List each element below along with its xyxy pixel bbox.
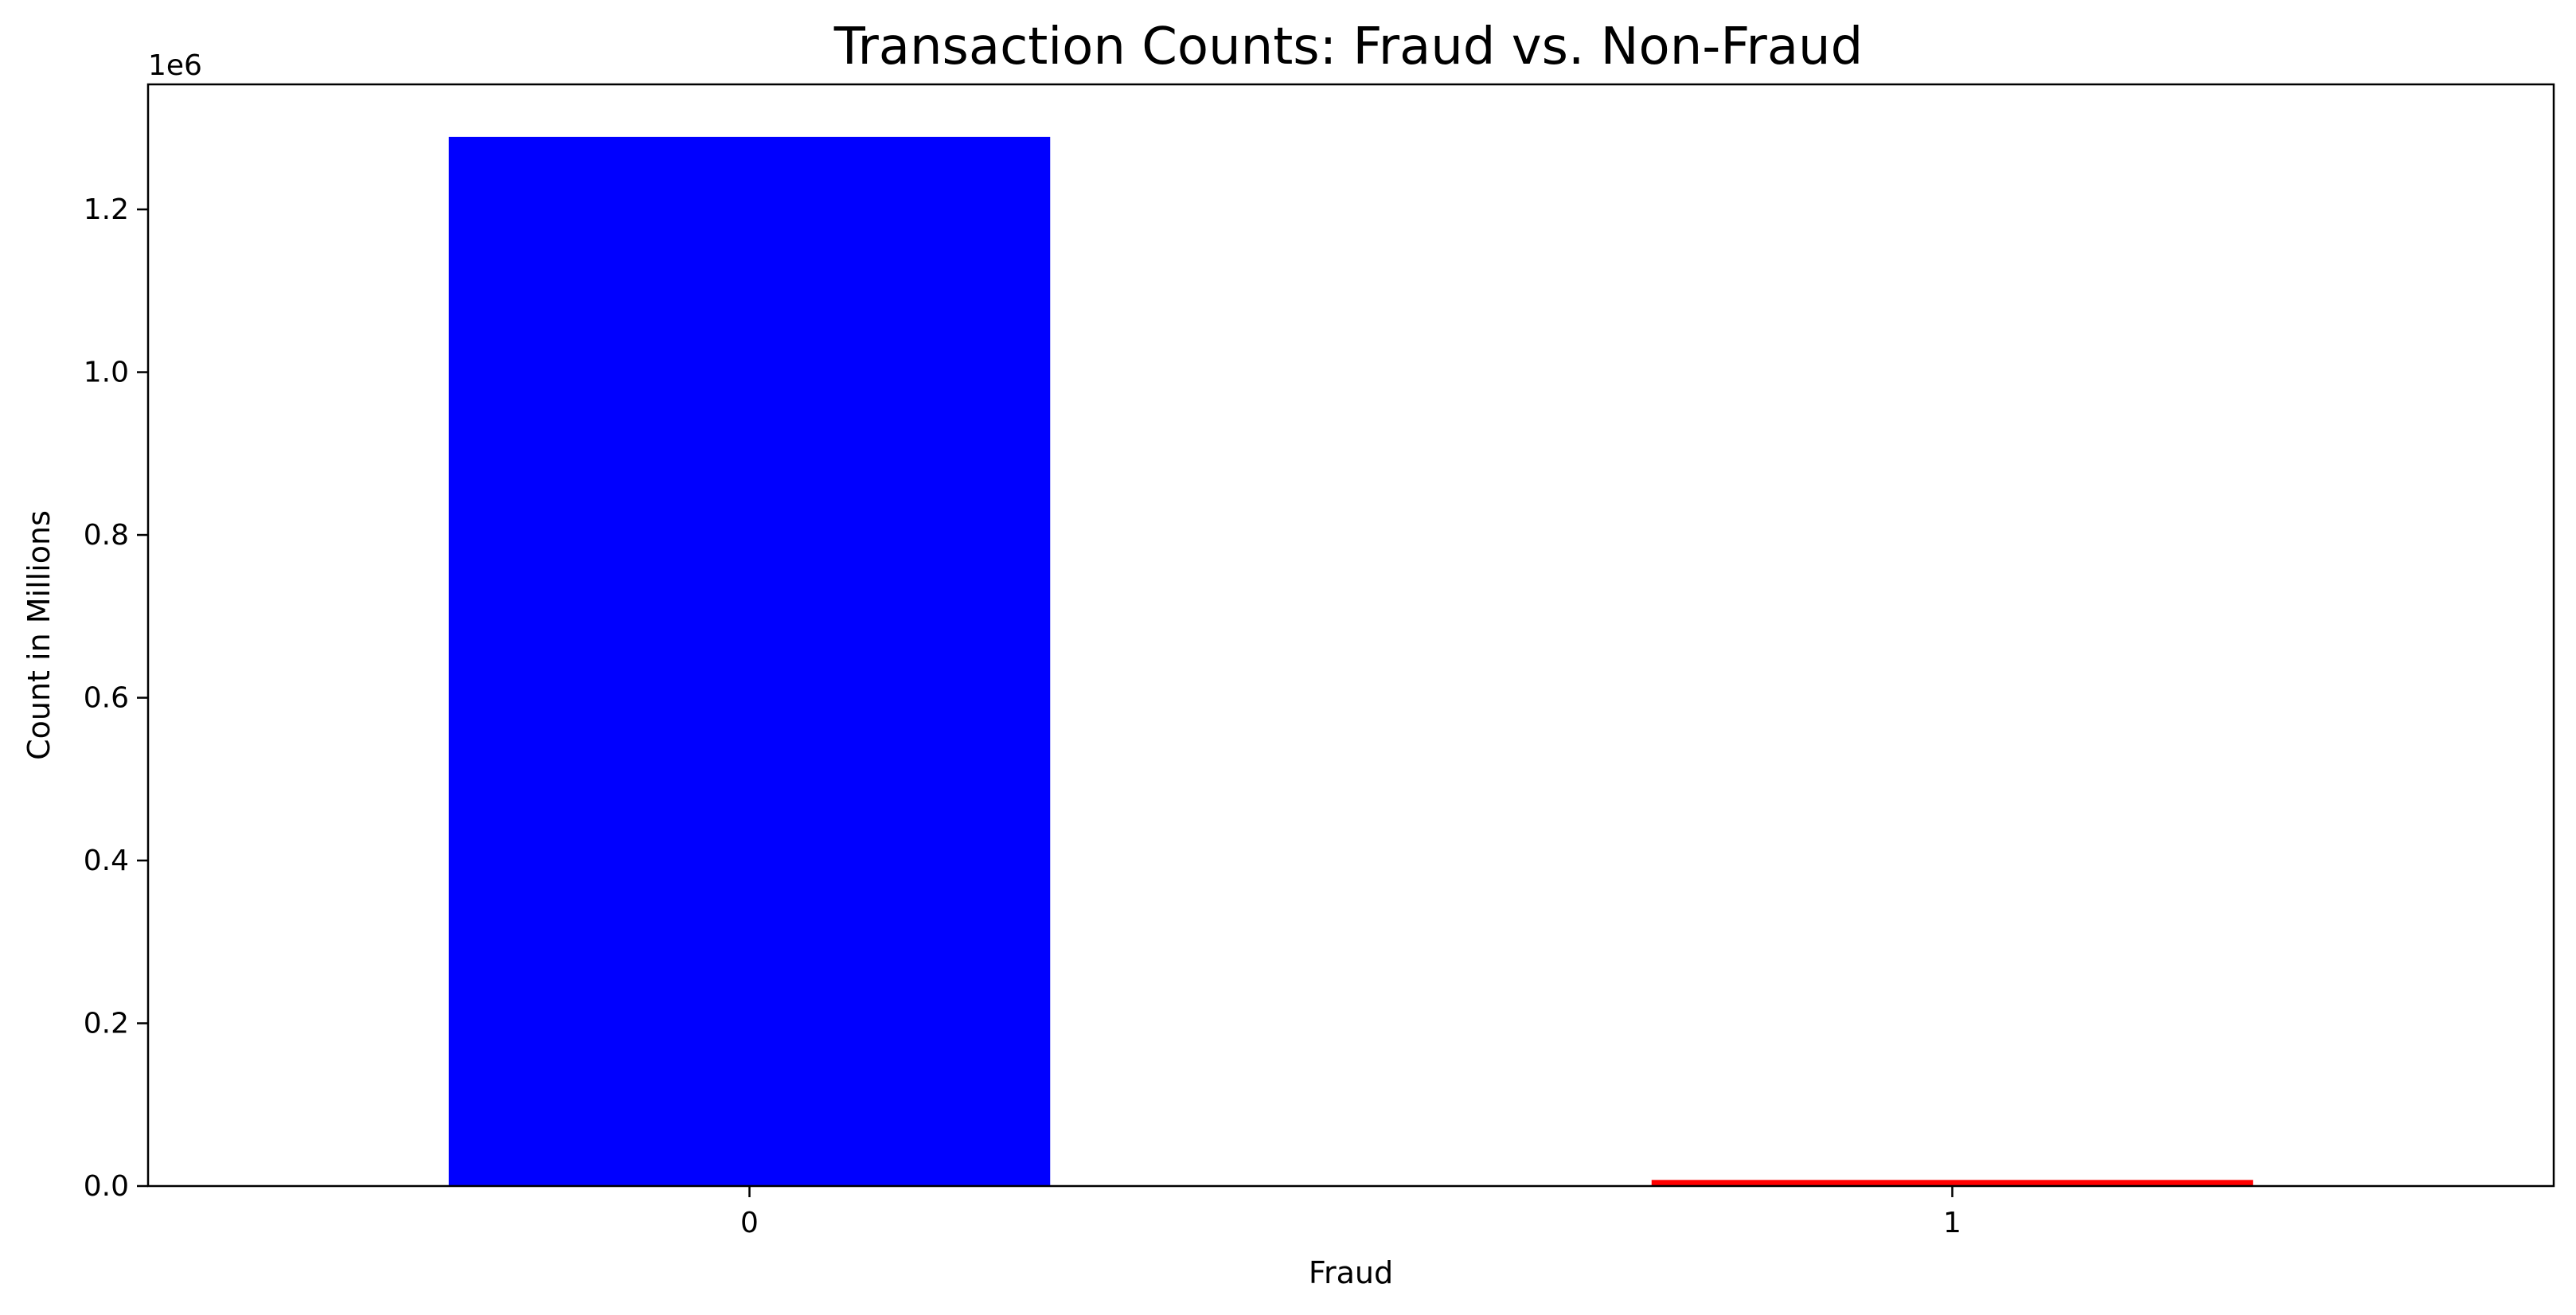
y-tick-label: 1.2 [84, 193, 129, 226]
bar-1 [1651, 1180, 2254, 1186]
x-tick-label: 1 [1943, 1207, 1961, 1239]
y-tick-label: 1.0 [84, 357, 129, 389]
y-tick-label: 0.6 [84, 682, 129, 715]
y-axis-offset-label: 1e6 [148, 49, 202, 82]
chart-title: Transaction Counts: Fraud vs. Non-Fraud [833, 18, 1863, 76]
y-axis-label: Count in Millions [21, 510, 57, 760]
bars-group [448, 136, 2254, 1187]
y-tick-label: 0.2 [84, 1008, 129, 1040]
bar-0 [448, 136, 1051, 1187]
plot-frame [146, 83, 2555, 1188]
x-tick-label: 0 [740, 1207, 759, 1239]
y-tick-label: 0.4 [84, 845, 129, 877]
x-axis-label: Fraud [1309, 1255, 1393, 1290]
y-tick-label: 0.8 [84, 519, 129, 552]
y-tick-label: 0.0 [84, 1170, 129, 1203]
y-axis-ticks: 0.0 0.2 0.4 0.6 0.8 1.0 1.2 [84, 193, 148, 1203]
